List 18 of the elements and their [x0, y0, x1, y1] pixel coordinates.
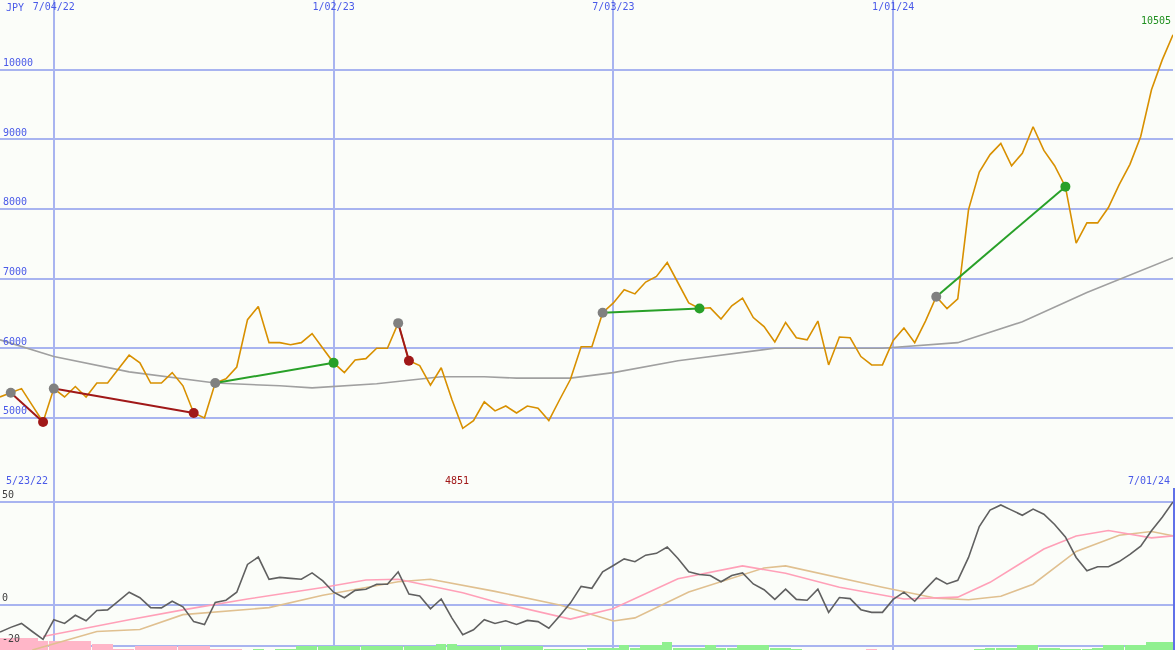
- y-axis-title: JPY: [6, 2, 25, 13]
- y-tick-label: 6000: [3, 335, 28, 347]
- y-tick-label: 7000: [3, 266, 28, 278]
- y-tick-label: 10000: [3, 57, 34, 69]
- y-tick-label: -20: [2, 633, 21, 645]
- x-tick-label: 1/01/24: [872, 1, 915, 12]
- y-tick-label: 5000: [3, 405, 28, 417]
- y-tick-label: 8000: [3, 196, 28, 208]
- x-tick-label: 7/04/22: [32, 1, 75, 12]
- y-tick-label: 0: [2, 592, 9, 604]
- annotation: 7/01/24: [1128, 475, 1171, 486]
- annotation: 4851: [445, 475, 470, 486]
- x-tick-label: 1/02/23: [312, 1, 355, 12]
- annotation: 5/23/22: [6, 475, 49, 486]
- y-tick-label: 9000: [3, 126, 28, 138]
- y-tick-label: 50: [2, 489, 15, 501]
- x-tick-label: 7/03/23: [592, 1, 635, 12]
- annotation: 10505: [1141, 15, 1172, 26]
